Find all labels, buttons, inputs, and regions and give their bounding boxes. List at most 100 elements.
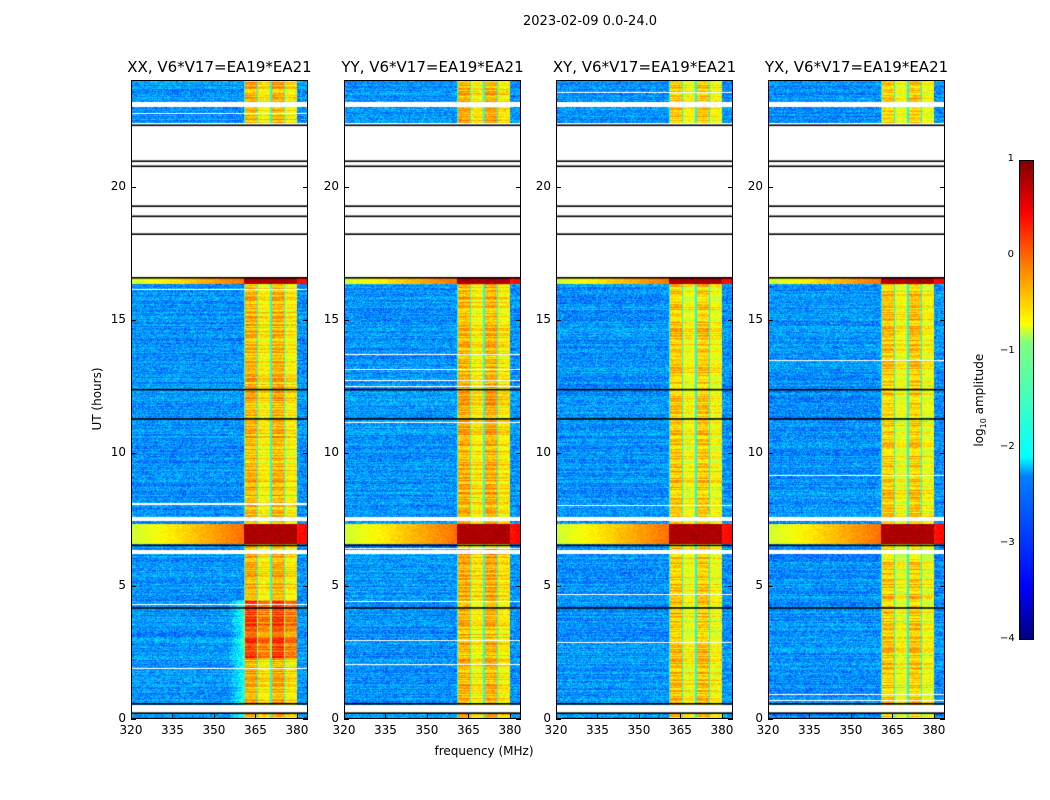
y-tick-label: 15 [323,311,339,326]
x-tick-mark [933,714,935,719]
x-tick-mark [850,714,852,719]
y-tick-label: 0 [755,711,763,725]
x-tick-mark [468,714,470,719]
x-tick-mark [892,714,894,719]
colorbar-tick-label: −2 [1000,441,1015,452]
panel-title: YX, V6*V17=EA19*EA21 [764,58,949,76]
x-tick-label: 350 [839,723,863,737]
y-tick-mark [768,585,773,587]
x-tick-mark [426,714,428,719]
y-tick-label: 20 [535,178,551,193]
x-tick-label: 320 [119,723,143,737]
heatmap-image [556,80,733,719]
y-tick-label: 20 [110,178,126,193]
y-tick-mark [556,719,561,720]
x-tick-label: 380 [498,723,522,737]
y-tick-label: 20 [323,178,339,193]
y-tick-mark [344,719,349,720]
y-tick-mark [768,719,773,720]
x-tick-mark [638,714,640,719]
x-tick-label: 365 [244,723,267,737]
colorbar-tick-label: −1 [1000,345,1015,356]
x-tick-mark [809,714,811,719]
x-tick-label: 320 [544,723,568,737]
y-tick-mark [940,719,945,720]
spectrogram-panel-2: YY, V6*V17=EA19*EA21 0 5 10 15 20 320 335 350 365… [324,58,524,737]
y-tick-mark [344,186,349,188]
y-tick-label: 10 [535,444,551,459]
x-tick-label: 365 [669,723,692,737]
x-tick-label: 365 [457,723,480,737]
y-tick-mark [728,186,733,188]
y-tick-mark [728,319,733,321]
y-tick-mark [344,452,349,454]
x-tick-label: 335 [798,723,821,737]
colorbar-tick-label: 0 [1007,249,1014,260]
spectrogram-panel-3: XY, V6*V17=EA19*EA21 0 5 10 15 20 320 335 350 365… [536,58,736,737]
y-tick-label: 5 [543,577,551,592]
x-tick-label: 335 [586,723,609,737]
figure-title: 2023-02-09 0.0-24.0 [523,14,657,29]
y-tick-label: 20 [747,178,763,193]
x-tick-mark [768,714,769,719]
y-tick-label: 5 [755,577,763,592]
y-tick-mark [768,452,773,454]
y-tick-mark [131,585,136,587]
y-tick-mark [344,319,349,321]
x-tick-mark [721,714,723,719]
x-tick-mark [509,714,511,719]
y-tick-label: 10 [323,444,339,459]
x-tick-label: 350 [202,723,226,737]
y-tick-mark [131,719,136,720]
x-tick-label: 350 [627,723,651,737]
y-tick-label: 10 [747,444,763,459]
y-tick-mark [303,719,308,720]
y-tick-mark [556,186,561,188]
y-tick-mark [516,186,521,188]
y-tick-label: 15 [747,311,763,326]
x-tick-mark [597,714,599,719]
x-tick-label: 380 [710,723,734,737]
y-tick-mark [728,585,733,587]
y-tick-mark [131,186,136,188]
y-tick-mark [344,585,349,587]
y-tick-mark [303,319,308,321]
colorbar [1019,160,1034,640]
colorbar-tick-label: 1 [1007,153,1014,164]
y-tick-mark [940,585,945,587]
x-tick-label: 365 [881,723,904,737]
x-tick-mark [385,714,387,719]
y-tick-mark [556,452,561,454]
y-tick-mark [516,585,521,587]
y-tick-label: 0 [543,711,551,725]
colorbar-label: log10 amplitude [971,353,989,447]
x-tick-mark [556,714,557,719]
y-tick-mark [556,319,561,321]
x-tick-label: 350 [415,723,439,737]
y-tick-mark [728,452,733,454]
heatmap-image [344,80,521,719]
y-tick-label: 15 [110,311,126,326]
y-tick-mark [303,186,308,188]
panel-title: XY, V6*V17=EA19*EA21 [552,58,737,76]
y-tick-mark [556,585,561,587]
y-tick-label: 15 [535,311,551,326]
x-tick-mark [680,714,682,719]
x-tick-label: 380 [922,723,946,737]
spectrogram-panel-1: XX, V6*V17=EA19*EA21 0 5 10 15 20 320 335 350 365… [111,58,312,737]
x-tick-mark [255,714,257,719]
panel-title: XX, V6*V17=EA19*EA21 [127,58,312,76]
x-tick-label: 320 [756,723,780,737]
x-axis-label: frequency (MHz) [434,744,534,758]
y-tick-mark [940,319,945,321]
y-tick-label: 0 [118,711,126,725]
y-tick-mark [303,585,308,587]
y-tick-mark [516,452,521,454]
x-tick-mark [296,714,298,719]
y-tick-mark [940,186,945,188]
colorbar-tick-label: −4 [1000,633,1015,644]
x-tick-mark [131,714,132,719]
y-tick-mark [131,319,136,321]
y-tick-label: 5 [118,577,126,592]
